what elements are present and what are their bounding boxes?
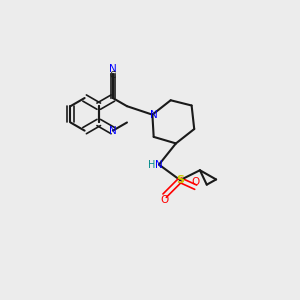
- Text: N: N: [109, 64, 117, 74]
- Text: C: C: [110, 71, 116, 80]
- Text: N: N: [150, 110, 158, 120]
- Text: O: O: [160, 195, 169, 205]
- Text: O: O: [192, 177, 200, 187]
- Text: N: N: [155, 160, 163, 170]
- Text: S: S: [176, 175, 184, 185]
- Text: H: H: [148, 160, 155, 170]
- Text: N: N: [109, 126, 117, 136]
